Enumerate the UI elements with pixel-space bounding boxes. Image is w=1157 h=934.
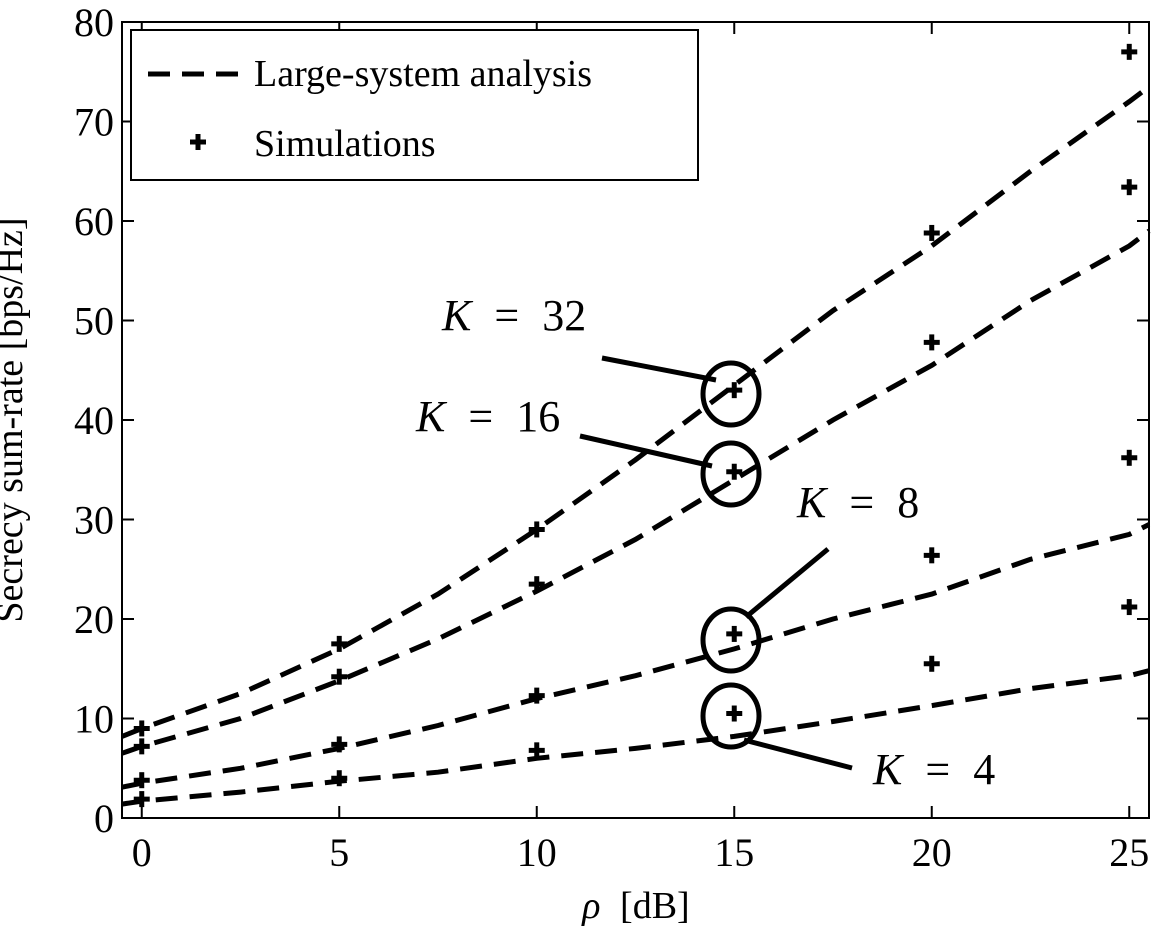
legend-box <box>130 29 699 181</box>
x-tick-label-3: 15 <box>714 830 754 875</box>
x-axis-label-unit: [dB] <box>620 885 690 927</box>
legend-label-simulations: Simulations <box>254 123 436 165</box>
sim-point-k32-1 <box>331 635 348 652</box>
sim-point-k32-0 <box>133 720 150 737</box>
y-tick-label-5: 50 <box>74 299 114 344</box>
y-tick-label-0: 0 <box>94 796 114 841</box>
sim-point-k4-5 <box>1121 599 1138 616</box>
sim-point-k32-2 <box>528 521 545 538</box>
annotation-k8: K = 8 <box>700 478 919 674</box>
sim-point-k4-1 <box>331 770 348 787</box>
analysis-line-k4 <box>121 668 1150 807</box>
sim-point-k16-1 <box>331 668 348 685</box>
y-tick-label-4: 40 <box>74 398 114 443</box>
annotation-k32-circle <box>700 360 762 428</box>
annotations: K = 32 K = 16 K = 8 <box>415 291 995 794</box>
sim-point-k8-2 <box>528 687 545 704</box>
svg-text:K = 4: K = 4 <box>872 745 995 794</box>
annotation-k16-leader <box>579 433 713 469</box>
sim-point-k4-3 <box>726 705 743 722</box>
annotation-k16-circle <box>700 440 762 508</box>
analysis-line-k16 <box>121 228 1151 756</box>
svg-text:K = 16: K = 16 <box>415 392 560 441</box>
annotation-k4-var: K <box>872 745 905 794</box>
annotation-k4-leader <box>743 737 853 771</box>
x-axis-label: ρ [dB] <box>581 885 689 927</box>
x-tick-label-0: 0 <box>132 830 152 875</box>
sim-point-k16-4 <box>923 334 940 351</box>
annotation-k4-circle <box>700 682 762 750</box>
annotation-k32-val: 32 <box>542 291 586 340</box>
sim-point-k4-0 <box>133 791 150 808</box>
analysis-line-k8 <box>121 522 1151 790</box>
sim-point-k4-2 <box>528 742 545 759</box>
y-tick-label-1: 10 <box>74 697 114 742</box>
annotation-k4-eq: = <box>925 745 950 794</box>
annotation-k8-circle <box>700 606 762 674</box>
sim-point-k8-3 <box>726 625 743 642</box>
x-tick-label-1: 5 <box>329 830 349 875</box>
annotation-k32-eq: = <box>494 291 519 340</box>
annotation-k8-leader <box>744 547 830 619</box>
annotation-k4: K = 4 <box>700 682 995 794</box>
svg-text:K = 8: K = 8 <box>796 478 919 527</box>
y-tick-label-7: 70 <box>74 100 114 145</box>
y-tick-label-2: 20 <box>74 597 114 642</box>
annotation-k16-var: K <box>415 392 448 441</box>
svg-text:K = 32: K = 32 <box>441 291 586 340</box>
analysis-line-k32 <box>121 84 1151 739</box>
legend-plus-sample <box>190 134 206 150</box>
x-axis-label-symbol: ρ <box>581 885 600 927</box>
sim-point-k32-4 <box>923 224 940 241</box>
annotation-k4-val: 4 <box>973 745 995 794</box>
sim-point-k32-5 <box>1121 43 1138 60</box>
x-tick-label-5: 25 <box>1109 830 1149 875</box>
sim-point-k8-0 <box>133 772 150 789</box>
sim-point-k16-5 <box>1121 179 1138 196</box>
legend-label-analysis: Large-system analysis <box>254 53 592 95</box>
annotation-k32-var: K <box>441 291 474 340</box>
y-tick-label-3: 30 <box>74 498 114 543</box>
sim-point-k32-3 <box>726 382 743 399</box>
y-tick-label-8: 80 <box>74 0 114 45</box>
y-axis-label: Secrecy sum-rate [bps/Hz] <box>0 217 31 622</box>
annotation-k16-eq: = <box>468 392 493 441</box>
plot-layer: 0 5 10 15 20 25 0 10 20 30 40 50 60 70 80 <box>74 0 1151 875</box>
sim-point-k16-3 <box>726 463 743 480</box>
annotation-k16-val: 16 <box>516 392 560 441</box>
y-tick-label-6: 60 <box>74 199 114 244</box>
annotation-k32: K = 32 <box>441 291 762 428</box>
sim-point-k8-5 <box>1121 449 1138 466</box>
annotation-k16: K = 16 <box>415 392 762 508</box>
legend: Large-system analysis Simulations <box>130 29 699 181</box>
sim-point-k8-4 <box>923 547 940 564</box>
annotation-k8-var: K <box>796 478 829 527</box>
x-tick-label-2: 10 <box>517 830 557 875</box>
sim-point-k4-4 <box>923 655 940 672</box>
annotation-k8-eq: = <box>849 478 874 527</box>
sim-point-k16-2 <box>528 576 545 593</box>
sim-point-k8-1 <box>331 736 348 753</box>
sim-point-k16-0 <box>133 738 150 755</box>
x-tick-label-4: 20 <box>912 830 952 875</box>
annotation-k32-leader <box>601 355 717 383</box>
annotation-k8-val: 8 <box>897 478 919 527</box>
